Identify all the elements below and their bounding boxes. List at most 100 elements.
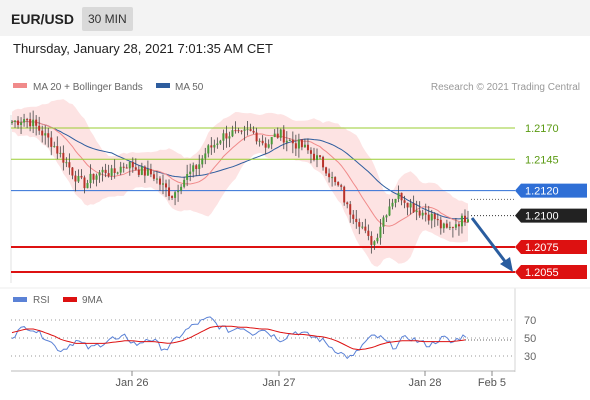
rsi-ma-line	[11, 325, 467, 351]
candle-body	[309, 150, 312, 154]
level-label: 1.2170	[525, 123, 559, 135]
candle-body	[252, 130, 255, 133]
candle-body	[86, 183, 89, 189]
candle-body	[255, 132, 258, 142]
time-tick-label: Jan 26	[115, 377, 148, 389]
candle-body	[412, 203, 415, 213]
candle-body	[340, 185, 343, 187]
candle-body	[128, 161, 131, 169]
forecast-arrow	[470, 217, 509, 265]
candle-body	[137, 169, 140, 175]
candle-body	[177, 190, 180, 193]
candle-body	[343, 186, 346, 203]
ma20-legend-swatch	[13, 83, 27, 88]
candle-body	[186, 174, 189, 180]
candle-body	[276, 133, 279, 138]
candle-body	[29, 119, 32, 127]
rsi-legend-label: RSI	[33, 295, 50, 306]
candle-body	[23, 119, 26, 123]
candle-body	[246, 129, 249, 131]
candle-body	[454, 224, 457, 228]
candle-body	[243, 129, 246, 131]
candle-body	[379, 226, 382, 238]
candle-body	[174, 192, 177, 198]
candle-body	[240, 130, 243, 132]
candle-body	[74, 175, 77, 182]
rsi-gridlines: 70 50 30	[11, 315, 536, 363]
candle-body	[346, 202, 349, 205]
candle-body	[201, 158, 204, 165]
candle-body	[17, 120, 20, 125]
candle-body	[116, 172, 119, 174]
candle-body	[234, 130, 237, 132]
candle-body	[409, 203, 412, 208]
ma50-line	[11, 120, 469, 220]
timeframe-button[interactable]: 30 MIN	[82, 7, 133, 31]
candle-body	[44, 133, 47, 136]
candle-body	[291, 139, 294, 144]
candle-body	[388, 206, 391, 216]
candle-body	[285, 140, 288, 143]
candle-body	[300, 139, 303, 148]
level-tag	[515, 183, 587, 198]
candle-body	[171, 196, 174, 198]
candle-body	[168, 187, 171, 197]
timestamp: Thursday, January 28, 2021 7:01:35 AM CE…	[13, 41, 273, 56]
candle-body	[430, 213, 433, 221]
candle-body	[104, 169, 107, 174]
candle-body	[382, 217, 385, 227]
candle-body	[294, 143, 297, 149]
candle-body	[204, 153, 207, 159]
candle-body	[198, 164, 201, 170]
candle-body	[152, 174, 155, 179]
candle-body	[98, 172, 101, 176]
level-label: 1.2120	[525, 186, 559, 198]
candle-body	[38, 125, 41, 131]
candle-body	[180, 186, 183, 191]
candle-body	[65, 162, 68, 164]
candle-body	[107, 173, 110, 176]
candle-body	[192, 165, 195, 172]
candle-body	[331, 177, 334, 179]
candle-body	[325, 167, 328, 174]
candle-body	[68, 162, 71, 168]
copyright-notice: Research © 2021 Trading Central	[431, 82, 580, 93]
candle-body	[418, 210, 421, 216]
rsi-tick-label: 30	[524, 351, 536, 363]
candle-body	[56, 146, 59, 154]
candle-body	[406, 202, 409, 208]
candle-body	[376, 237, 379, 242]
candle-body	[219, 140, 222, 144]
candle-body	[161, 183, 164, 185]
time-tick-label: Jan 28	[408, 377, 441, 389]
level-label: 1.2075	[525, 242, 559, 254]
candle-body	[26, 119, 29, 121]
candle-body	[62, 152, 65, 163]
candle-body	[415, 210, 418, 213]
candle-body	[32, 119, 35, 127]
ma20-line	[11, 120, 469, 227]
candle-body	[101, 169, 104, 173]
candle-body	[11, 121, 13, 123]
candle-body	[457, 224, 460, 227]
candle-body	[400, 192, 403, 201]
candle-body	[319, 155, 322, 157]
candle-body	[439, 219, 442, 229]
candle-body	[279, 129, 282, 138]
candle-body	[373, 241, 376, 245]
candle-body	[71, 167, 74, 176]
candle-body	[59, 152, 62, 154]
candle-body	[460, 215, 463, 227]
candle-body	[370, 235, 373, 245]
candle-body	[337, 182, 340, 186]
header-bar: EUR/USD 30 MIN	[0, 0, 590, 36]
candle-body	[467, 219, 469, 222]
candle-body	[424, 212, 427, 215]
rsi-tick-label: 70	[524, 315, 536, 327]
price-levels	[11, 127, 515, 273]
candle-body	[297, 139, 300, 149]
level-tag	[515, 265, 587, 279]
time-axis-ticks: Jan 26 Jan 27 Jan 28 Feb 5	[115, 371, 506, 389]
ma50-legend-swatch	[156, 83, 170, 88]
candle-body	[195, 165, 198, 170]
